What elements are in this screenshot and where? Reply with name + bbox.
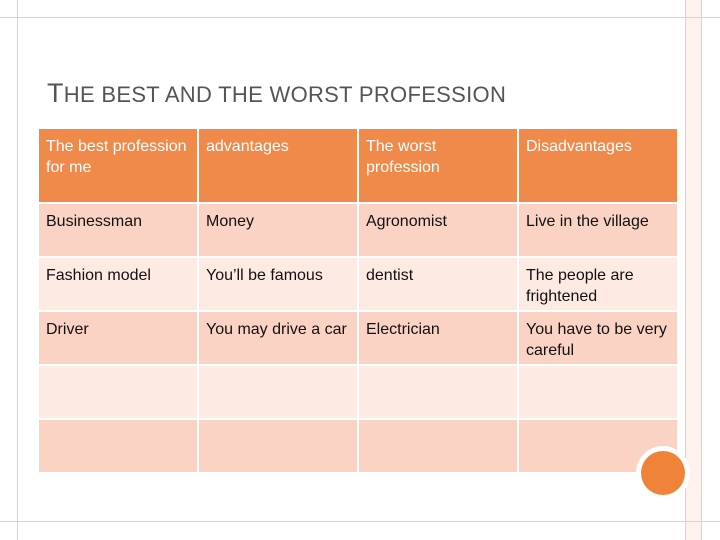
table-cell (37, 418, 199, 474)
table-cell: Money (197, 202, 359, 258)
frame-line-left (17, 0, 18, 540)
header-advantages: advantages (197, 127, 359, 204)
frame-line-top (0, 17, 720, 18)
table-cell (197, 364, 359, 420)
table-cell: Driver (37, 310, 199, 366)
table-row: Driver You may drive a car Electrician Y… (37, 310, 679, 366)
table-cell: dentist (357, 256, 519, 312)
table-cell (357, 418, 519, 474)
accent-circle (641, 451, 685, 495)
title-initial: T (47, 78, 64, 108)
header-worst-profession: The worst profession (357, 127, 519, 204)
table-cell: Live in the village (517, 202, 679, 258)
frame-line-right-inner (685, 0, 686, 540)
title-text: HE BEST AND THE WORST PROFESSION (63, 82, 507, 107)
table-cell: The people are frightened (517, 256, 679, 312)
table-cell: Electrician (357, 310, 519, 366)
frame-line-right-outer (701, 0, 702, 540)
table-cell: You have to be very careful (517, 310, 679, 366)
frame-line-bottom (0, 521, 720, 522)
table-row (37, 418, 679, 474)
header-disadvantages: Disadvantages (517, 127, 679, 204)
header-best-profession: The best profession for me (37, 127, 199, 204)
table-row (37, 364, 679, 420)
table-header-row: The best profession for me advantages Th… (37, 127, 679, 204)
table-cell: You’ll be famous (197, 256, 359, 312)
table-cell: Fashion model (37, 256, 199, 312)
profession-table: The best profession for me advantages Th… (37, 127, 679, 474)
slide-title: THE BEST AND THE WORST PROFESSION (47, 78, 506, 109)
table-row: Fashion model You’ll be famous dentist T… (37, 256, 679, 312)
table-cell (197, 418, 359, 474)
table-cell (37, 364, 199, 420)
table-cell: Agronomist (357, 202, 519, 258)
table-cell (357, 364, 519, 420)
table-cell: Businessman (37, 202, 199, 258)
table-cell (517, 364, 679, 420)
frame-band-right (686, 0, 701, 540)
table-cell: You may drive a car (197, 310, 359, 366)
table-row: Businessman Money Agronomist Live in the… (37, 202, 679, 258)
